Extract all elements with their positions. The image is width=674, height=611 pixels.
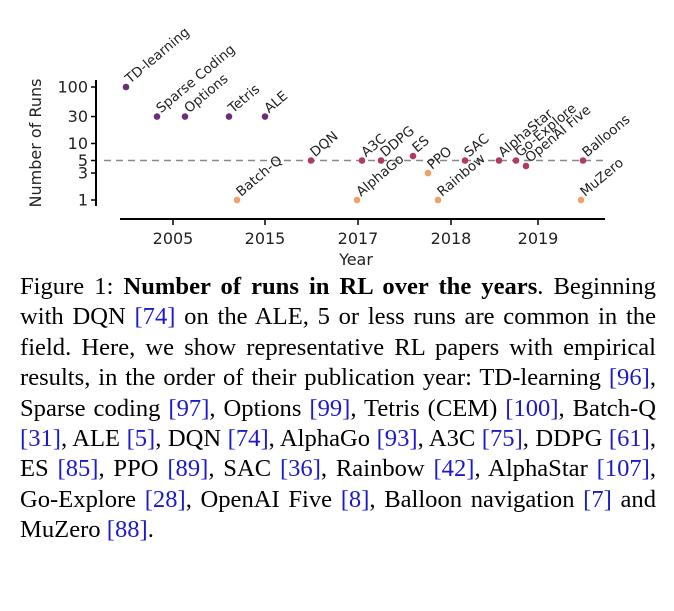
data-point [153, 113, 161, 120]
data-point [358, 157, 366, 164]
x-tick-label: 2015 [245, 229, 286, 248]
citation-link[interactable]: [42] [433, 455, 475, 483]
caption-text: , SAC [208, 455, 280, 483]
citation-link[interactable]: [7] [583, 485, 612, 513]
caption-text: , Tetris (CEM) [350, 394, 506, 422]
caption-text: . Beginning with DQN [20, 273, 656, 331]
data-point [512, 157, 520, 164]
caption-text: , Sparse coding [20, 364, 656, 422]
data-point [225, 113, 233, 120]
point-label: DQN [307, 128, 341, 160]
caption-text: , OpenAI Five [185, 485, 341, 513]
y-tick-label: 1 [78, 191, 88, 210]
citation-link[interactable]: [28] [144, 485, 186, 513]
citation-link[interactable]: [107] [596, 455, 650, 483]
caption-text: , Go-Explore [20, 455, 657, 513]
citation-link[interactable]: [88] [106, 516, 148, 544]
caption-text: , AlphaGo [268, 425, 377, 453]
y-tick-label: 30 [68, 107, 88, 126]
x-tick-label: 2017 [338, 229, 379, 248]
data-point [233, 196, 241, 204]
caption-text: , ALE [60, 425, 127, 453]
citation-link[interactable]: [5] [126, 425, 156, 453]
x-axis-label: Year [338, 250, 373, 269]
citation-link[interactable]: [97] [168, 394, 210, 422]
caption-text: and MuZero [20, 485, 656, 544]
point-label: TD-learning [122, 24, 193, 87]
citation-link[interactable]: [31] [20, 425, 61, 453]
x-tick-label: 2005 [153, 229, 194, 248]
point-label: Tetris [225, 81, 264, 117]
data-point [377, 157, 385, 164]
citation-link[interactable]: [74] [134, 303, 176, 331]
data-point [579, 157, 587, 164]
citation-link[interactable]: [100] [505, 394, 559, 422]
data-point [495, 157, 503, 164]
y-tick-label: 10 [68, 134, 88, 153]
y-tick-label: 5 [78, 151, 88, 170]
caption-text: , DDPG [522, 425, 609, 453]
caption-text: , PPO [98, 455, 168, 483]
caption-text: , Rainbow [320, 455, 434, 483]
citation-link[interactable]: [36] [279, 455, 321, 483]
caption-text: , Options [209, 394, 310, 422]
data-point [409, 152, 417, 160]
citation-link[interactable]: [85] [57, 455, 99, 483]
citation-link[interactable]: [75] [481, 425, 523, 453]
caption-text: . [147, 516, 154, 544]
caption-bold-title: Number of runs in RL over the years [123, 273, 538, 300]
point-label: Batch-Q [233, 153, 285, 200]
x-tick-label: 2019 [518, 229, 559, 248]
data-point [307, 157, 315, 164]
figure-caption: Figure 1: Number of runs in RL over the … [20, 272, 656, 546]
y-axis-label: Number of Runs [26, 79, 45, 208]
caption-text: , Balloon navigation [369, 485, 584, 513]
data-point [577, 196, 585, 204]
data-point [181, 113, 189, 120]
caption-text: on the ALE, 5 or less runs are common in… [20, 303, 656, 392]
caption-text: , Batch-Q [558, 394, 656, 422]
citation-link[interactable]: [96] [608, 364, 650, 392]
caption-figure-label: Figure 1: [20, 273, 124, 300]
citation-link[interactable]: [99] [309, 394, 351, 422]
data-point [424, 169, 432, 177]
citation-link[interactable]: [93] [376, 425, 418, 453]
data-point [261, 113, 269, 120]
caption-text: , ES [20, 425, 657, 483]
x-tick-label: 2018 [431, 229, 472, 248]
data-point [461, 157, 469, 164]
caption-body: . Beginning with DQN [74] on the ALE, 5 … [20, 273, 656, 543]
citation-link[interactable]: [74] [227, 425, 269, 453]
data-point [522, 162, 530, 170]
citation-link[interactable]: [89] [167, 455, 209, 483]
caption-text: , DQN [155, 425, 228, 453]
y-tick-label: 3 [78, 164, 88, 183]
caption-text: , A3C [417, 425, 482, 453]
data-point [353, 196, 361, 204]
y-tick-label: 100 [57, 78, 88, 97]
caption-text: , AlphaStar [474, 455, 597, 483]
citation-link[interactable]: [8] [340, 485, 370, 513]
citation-link[interactable]: [61] [608, 425, 650, 453]
point-label: ALE [261, 88, 291, 117]
data-point [122, 83, 130, 91]
data-point [434, 196, 442, 204]
